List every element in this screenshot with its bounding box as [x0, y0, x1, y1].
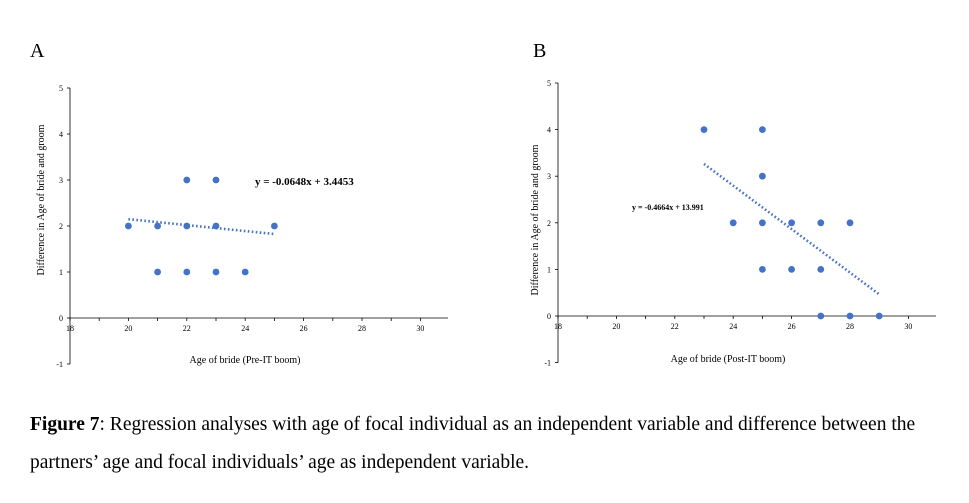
- a-y-tick-label: 1: [59, 268, 63, 277]
- b-data-point: [846, 312, 854, 320]
- b-trendline-equation: y = -0.4664x + 13.991: [632, 203, 704, 212]
- b-data-point: [759, 219, 766, 227]
- a-data-point: [212, 176, 220, 184]
- b-y-axis-title: Difference in Age of bride and groom: [530, 144, 541, 295]
- a-x-tick-label: 20: [124, 324, 132, 333]
- b-data-point: [700, 126, 708, 133]
- a-data-point: [241, 268, 249, 276]
- a-x-axis-title: Age of bride (Pre-IT boom): [190, 355, 301, 366]
- b-y-tick-label: 4: [547, 126, 551, 135]
- a-x-tick-label: 24: [241, 324, 249, 333]
- b-y-tick-label: 1: [547, 265, 551, 274]
- b-x-tick-label: 30: [904, 322, 912, 331]
- b-x-tick-label: 26: [788, 322, 796, 331]
- panel-a-label: A: [30, 40, 45, 62]
- caption-text: : Regression analyses with age of focal …: [30, 414, 916, 473]
- b-y-tick-label: 2: [547, 219, 551, 228]
- a-data-point: [271, 222, 278, 230]
- a-x-tick-label: 26: [300, 324, 308, 333]
- a-data-point: [212, 268, 220, 276]
- a-x-tick-label: 18: [66, 324, 74, 333]
- a-y-tick-label: 3: [59, 176, 63, 185]
- a-data-point: [183, 176, 191, 184]
- a-data-point: [183, 268, 191, 276]
- a-x-tick-label: 22: [183, 324, 191, 333]
- b-x-tick-label: 20: [612, 322, 620, 331]
- chart-b: -1 0 1 2 3 4 5 18 20 22 24 26 28 30 Age of bride (Post…: [530, 79, 936, 368]
- figure-caption: Figure 7: Regression analyses with age o…: [30, 406, 950, 482]
- a-y-axis-title: Difference in Age of bride and groom: [36, 124, 47, 275]
- b-y-tick-label: 3: [547, 172, 551, 181]
- b-y-tick-label: 0: [547, 312, 551, 321]
- b-y-tick-label: -1: [544, 359, 551, 368]
- b-data-point: [817, 219, 825, 227]
- b-data-point: [875, 312, 883, 320]
- a-y-tick-label: 4: [59, 130, 63, 139]
- b-x-tick-label: 22: [671, 322, 679, 331]
- b-y-tick-label: 5: [547, 79, 551, 88]
- b-data-point: [846, 219, 854, 227]
- b-data-point: [759, 172, 766, 180]
- a-trendline: [128, 217, 275, 236]
- caption-label: Figure 7: [30, 414, 100, 435]
- b-data-point: [759, 126, 766, 133]
- a-y-tick-label: 5: [59, 84, 63, 93]
- b-data-point: [788, 219, 795, 227]
- a-data-point: [154, 268, 162, 276]
- a-y-tick-label: 2: [59, 222, 63, 231]
- b-x-axis-title: Age of bride (Post-IT boom): [671, 354, 786, 365]
- a-x-tick-label: 28: [358, 324, 366, 333]
- b-data-point: [759, 266, 766, 273]
- b-data-point: [788, 266, 795, 273]
- a-data-point: [154, 222, 162, 230]
- a-data-point: [183, 222, 191, 230]
- a-y-tick-label: -1: [56, 360, 63, 369]
- b-data-point: [817, 266, 825, 273]
- a-trendline-equation: y = -0.0648x + 3.4453: [255, 176, 354, 188]
- b-data-point: [729, 219, 737, 227]
- b-x-tick-label: 28: [846, 322, 854, 331]
- b-x-tick-label: 18: [554, 322, 562, 331]
- b-trendline: [703, 162, 880, 296]
- a-y-tick-label: 0: [59, 314, 63, 323]
- a-x-tick-label: 30: [416, 324, 424, 333]
- a-data-point: [124, 222, 132, 230]
- b-x-tick-label: 24: [729, 322, 737, 331]
- b-data-point: [817, 312, 825, 320]
- chart-a: -1 0 1 2 3 4 5 18 20 22 24 26 28 30 Age of bride (Pre-…: [36, 84, 448, 369]
- panel-b-label: B: [533, 40, 547, 62]
- a-data-point: [212, 222, 220, 230]
